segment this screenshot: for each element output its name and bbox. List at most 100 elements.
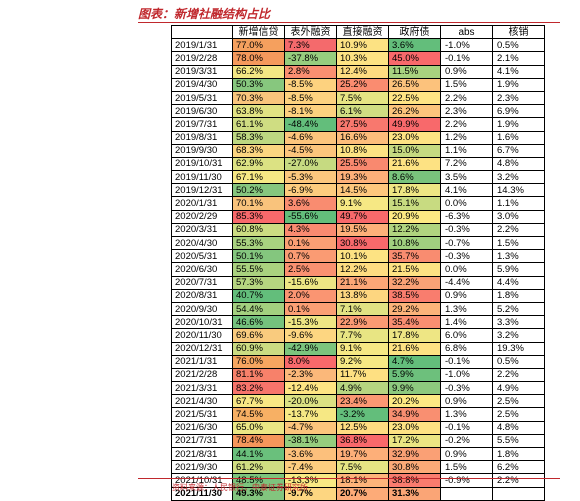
date-cell: 2020/4/30 bbox=[171, 235, 233, 251]
direct-financing-cell: 16.6% bbox=[336, 130, 389, 145]
date-cell: 2019/3/31 bbox=[171, 64, 233, 79]
off-balance-cell: 8.0% bbox=[284, 354, 337, 369]
table-row: 2019/10/31 62.9% -27.0% 25.5% 21.6% 7.2% 4.8% bbox=[171, 156, 545, 172]
writeoff-cell: 3.0% bbox=[492, 209, 545, 224]
abs-cell: -1.0% bbox=[440, 367, 493, 383]
date-cell: 2019/10/31 bbox=[171, 156, 233, 172]
gov-bonds-cell: 20.2% bbox=[388, 394, 441, 409]
abs-cell: 1.1% bbox=[440, 143, 493, 158]
gov-bonds-cell: 31.3% bbox=[388, 486, 441, 501]
table-row: 2019/12/31 50.2% -6.9% 14.5% 17.8% 4.1% 14.3% bbox=[171, 183, 545, 198]
new-loans-cell: 44.1% bbox=[232, 446, 285, 462]
new-loans-cell: 74.5% bbox=[232, 407, 285, 422]
table-row: 2020/9/30 54.4% 0.1% 7.1% 29.2% 1.3% 5.2% bbox=[171, 301, 545, 317]
abs-cell: 6.8% bbox=[440, 341, 493, 356]
table-row: 2020/1/31 70.1% 3.6% 9.1% 15.1% 0.0% 1.1% bbox=[171, 196, 545, 211]
direct-financing-cell: 18.1% bbox=[336, 473, 389, 488]
date-cell: 2021/9/30 bbox=[171, 460, 233, 475]
gov-bonds-cell: 38.5% bbox=[388, 288, 441, 303]
abs-cell: 0.0% bbox=[440, 196, 493, 211]
direct-financing-cell: 19.3% bbox=[336, 170, 389, 185]
new-loans-cell: 55.5% bbox=[232, 262, 285, 277]
table-row: 2019/4/30 50.3% -8.5% 25.2% 26.5% 1.5% 1.9% bbox=[171, 77, 545, 92]
table-row: 2020/11/30 69.6% -9.6% 7.7% 17.8% 6.0% 3.2% bbox=[171, 328, 545, 343]
gov-bonds-cell: 15.0% bbox=[388, 143, 441, 158]
date-cell: 2021/4/30 bbox=[171, 394, 233, 409]
new-loans-cell: 50.1% bbox=[232, 249, 285, 264]
writeoff-cell: 2.1% bbox=[492, 51, 545, 66]
new-loans-cell: 60.9% bbox=[232, 341, 285, 356]
writeoff-cell: 4.8% bbox=[492, 156, 545, 172]
new-loans-cell: 63.8% bbox=[232, 104, 285, 119]
date-cell: 2021/8/31 bbox=[171, 446, 233, 462]
off-balance-cell: 2.8% bbox=[284, 64, 337, 79]
new-loans-cell: 50.2% bbox=[232, 183, 285, 198]
source-note: 资料来源：人民银行，中泰证券研究所 bbox=[172, 483, 308, 492]
new-loans-cell: 61.2% bbox=[232, 460, 285, 475]
new-loans-cell: 50.3% bbox=[232, 77, 285, 92]
off-balance-cell: 3.6% bbox=[284, 196, 337, 211]
direct-financing-cell: 14.5% bbox=[336, 183, 389, 198]
off-balance-cell: -2.3% bbox=[284, 367, 337, 383]
direct-financing-cell: 27.5% bbox=[336, 117, 389, 132]
gov-bonds-cell: 30.8% bbox=[388, 460, 441, 475]
writeoff-cell: 1.9% bbox=[492, 117, 545, 132]
abs-cell: 2.3% bbox=[440, 104, 493, 119]
off-balance-cell: -6.9% bbox=[284, 183, 337, 198]
header-date bbox=[171, 24, 233, 40]
table-row: 2020/2/29 85.3% -55.6% 49.7% 20.9% -6.3% 3.0% bbox=[171, 209, 545, 224]
table-row: 2021/7/31 78.4% -38.1% 36.8% 17.2% -0.2% 5.5% bbox=[171, 433, 545, 449]
off-balance-cell: -15.3% bbox=[284, 315, 337, 330]
writeoff-cell: 1.1% bbox=[492, 196, 545, 211]
direct-financing-cell: 22.9% bbox=[336, 315, 389, 330]
writeoff-cell: 6.2% bbox=[492, 460, 545, 475]
gov-bonds-cell: 17.8% bbox=[388, 183, 441, 198]
direct-financing-cell: 19.7% bbox=[336, 446, 389, 462]
abs-cell: 1.5% bbox=[440, 460, 493, 475]
new-loans-cell: 65.0% bbox=[232, 420, 285, 435]
table-row: 2021/3/31 83.2% -12.4% 4.9% 9.9% -0.3% 4.9% bbox=[171, 381, 545, 396]
gov-bonds-cell: 23.0% bbox=[388, 130, 441, 145]
table-row: 2020/12/31 60.9% -42.9% 9.1% 21.6% 6.8% 19.3% bbox=[171, 341, 545, 356]
abs-cell: -0.1% bbox=[440, 354, 493, 369]
off-balance-cell: 2.5% bbox=[284, 262, 337, 277]
off-balance-cell: -20.0% bbox=[284, 394, 337, 409]
table-row: 2021/8/31 44.1% -3.6% 19.7% 32.9% 0.9% 1.8% bbox=[171, 446, 545, 462]
writeoff-cell: 1.3% bbox=[492, 249, 545, 264]
abs-cell: 1.3% bbox=[440, 407, 493, 422]
date-cell: 2019/12/31 bbox=[171, 183, 233, 198]
date-cell: 2019/11/30 bbox=[171, 170, 233, 185]
off-balance-cell: -42.9% bbox=[284, 341, 337, 356]
table-row: 2019/1/31 77.0% 7.3% 10.9% 3.6% -1.0% 0.5% bbox=[171, 38, 545, 53]
gov-bonds-cell: 22.5% bbox=[388, 90, 441, 106]
new-loans-cell: 78.0% bbox=[232, 51, 285, 66]
table-row: 2019/2/28 78.0% -37.8% 10.3% 45.0% -0.1% 2.1% bbox=[171, 51, 545, 66]
direct-financing-cell: 25.5% bbox=[336, 156, 389, 172]
date-cell: 2021/7/31 bbox=[171, 433, 233, 449]
off-balance-cell: -37.8% bbox=[284, 51, 337, 66]
writeoff-cell: 3.2% bbox=[492, 328, 545, 343]
writeoff-cell: 5.9% bbox=[492, 262, 545, 277]
gov-bonds-cell: 21.5% bbox=[388, 262, 441, 277]
direct-financing-cell: 7.7% bbox=[336, 328, 389, 343]
gov-bonds-cell: 26.2% bbox=[388, 104, 441, 119]
writeoff-cell: 2.3% bbox=[492, 90, 545, 106]
abs-cell: 0.9% bbox=[440, 446, 493, 462]
gov-bonds-cell: 21.6% bbox=[388, 341, 441, 356]
abs-cell: -0.9% bbox=[440, 473, 493, 488]
off-balance-cell: -27.0% bbox=[284, 156, 337, 172]
off-balance-cell: -8.1% bbox=[284, 104, 337, 119]
abs-cell: 2.2% bbox=[440, 117, 493, 132]
off-balance-cell: -7.4% bbox=[284, 460, 337, 475]
direct-financing-cell: 36.8% bbox=[336, 433, 389, 449]
abs-cell: 0.0% bbox=[440, 262, 493, 277]
off-balance-cell: 2.0% bbox=[284, 288, 337, 303]
direct-financing-cell: 25.2% bbox=[336, 77, 389, 92]
header-gov-bonds: 政府债 bbox=[388, 24, 441, 40]
abs-cell: 1.5% bbox=[440, 77, 493, 92]
direct-financing-cell: 7.5% bbox=[336, 90, 389, 106]
new-loans-cell: 70.3% bbox=[232, 90, 285, 106]
abs-cell: -0.7% bbox=[440, 235, 493, 251]
table-row: 2019/7/31 61.1% -48.4% 27.5% 49.9% 2.2% 1.9% bbox=[171, 117, 545, 132]
gov-bonds-cell: 3.6% bbox=[388, 38, 441, 53]
